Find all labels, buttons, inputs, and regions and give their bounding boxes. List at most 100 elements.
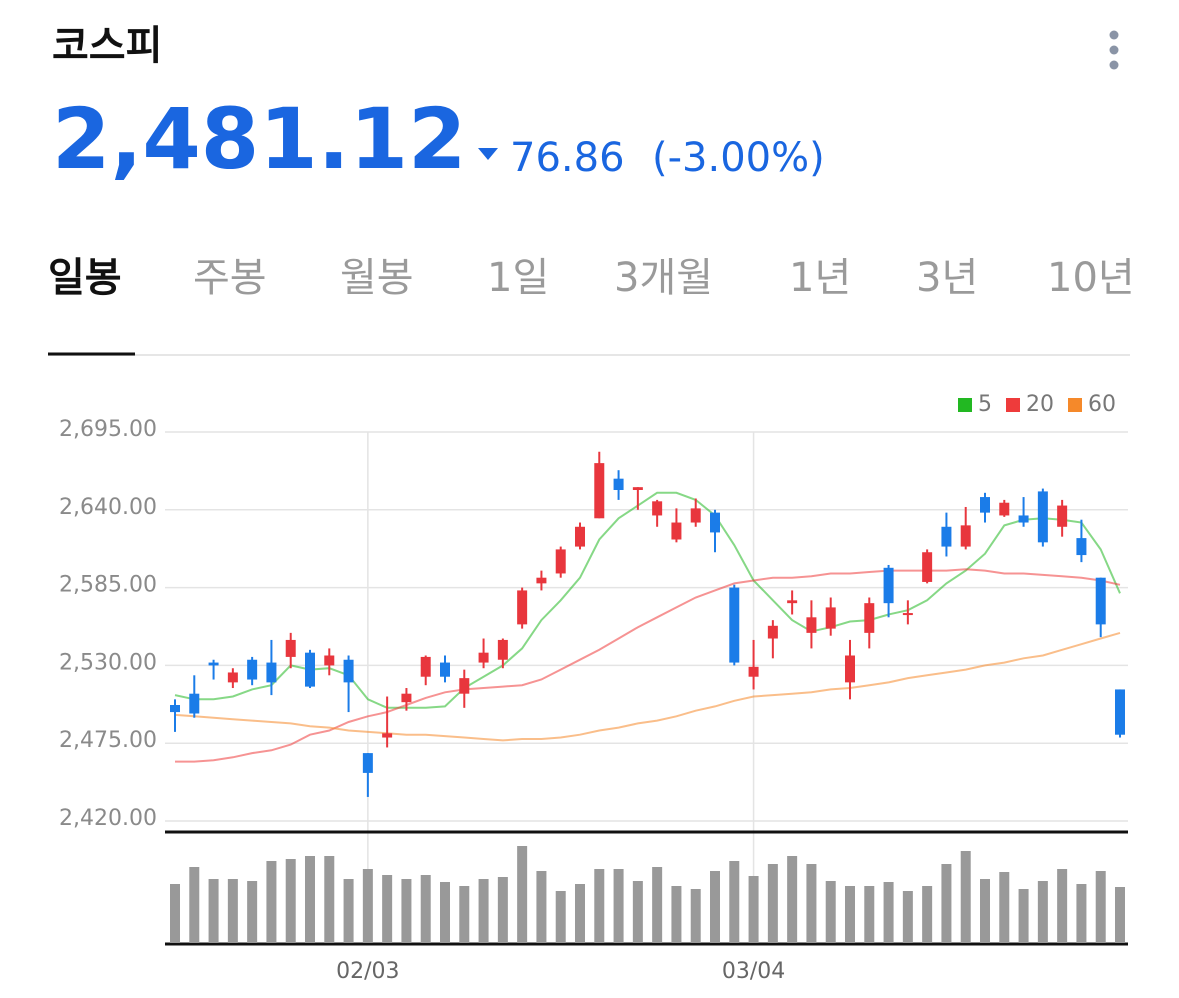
candle-body (922, 552, 933, 582)
volume-bar (767, 864, 778, 943)
candle-body (1057, 505, 1068, 527)
moving-average-line (174, 631, 1121, 742)
candle-body (362, 753, 373, 773)
volume-bar (787, 856, 798, 943)
volume-bar (999, 872, 1010, 943)
candle-body (305, 652, 315, 687)
candle-body (420, 656, 431, 677)
candle-body (767, 625, 778, 639)
candle-body (1037, 491, 1048, 543)
candle-body (555, 549, 566, 574)
candle-body (1095, 577, 1106, 625)
tab[interactable]: 3개월 (614, 255, 713, 301)
volume-bar (170, 884, 180, 943)
volume-bar (478, 879, 489, 943)
volume-bar (1057, 869, 1068, 943)
volume-bar (922, 886, 933, 943)
tab[interactable]: 주봉 (193, 255, 267, 301)
candle-body (324, 655, 335, 666)
candle-body (825, 607, 836, 629)
volume-bar (960, 851, 971, 943)
candle-body (208, 662, 219, 666)
candle-body (787, 600, 798, 604)
candle-body (902, 613, 913, 616)
menu-dot[interactable] (1109, 30, 1119, 40)
y-tick-label: 2,475.00 (59, 728, 157, 753)
volume-bar (845, 886, 855, 943)
candle-body (401, 693, 412, 703)
volume-bar (652, 867, 663, 943)
volume-bar (1037, 881, 1048, 943)
candle-body (285, 639, 296, 657)
volume-bar (1076, 884, 1087, 943)
y-tick-label: 2,640.00 (59, 495, 157, 520)
volume-bar (729, 861, 740, 943)
title: 코스피 (52, 23, 162, 69)
volume-bar (671, 886, 682, 943)
volume-bar (1115, 887, 1125, 943)
volume-bar (632, 881, 643, 943)
volume-bar (459, 886, 470, 943)
volume-bar (690, 889, 701, 943)
tab[interactable]: 1일 (487, 255, 549, 301)
volume-bar (748, 876, 759, 943)
legend-swatch (958, 398, 972, 412)
volume-bar (806, 864, 817, 943)
menu-dot[interactable] (1109, 60, 1119, 70)
tab[interactable]: 월봉 (340, 255, 414, 301)
legend-swatch (1068, 398, 1082, 412)
volume-bar (980, 879, 990, 943)
y-tick-label: 2,695.00 (59, 417, 157, 442)
volume-bar (382, 875, 393, 943)
candle-body (806, 617, 817, 633)
volume-bar (555, 891, 566, 943)
candle-body (883, 567, 894, 604)
candle-body (690, 508, 701, 523)
candle-body (478, 652, 489, 663)
volume-bar (594, 869, 605, 943)
tab[interactable]: 1년 (789, 255, 851, 301)
candle-body (440, 662, 450, 677)
candle-body (960, 525, 971, 547)
volume-bar (208, 879, 219, 943)
moving-average-line (174, 491, 1121, 709)
candle-body (1018, 515, 1029, 523)
candle-body (343, 659, 354, 683)
volume-bar (227, 879, 238, 943)
chart: 2,420.00 2,475.00 2,530.00 2,585.00 2,640.00… (59, 392, 1128, 984)
x-tick-label: 03/04 (722, 959, 785, 984)
change: 76.86 (510, 135, 625, 181)
candle-body (247, 659, 258, 680)
volume-bar (1095, 871, 1106, 943)
candle-body (170, 705, 180, 713)
candle-body (999, 502, 1010, 516)
volume-bar (324, 856, 335, 943)
volume-bar (710, 871, 720, 943)
tab[interactable]: 일봉 (48, 255, 122, 301)
volume-bar (247, 881, 258, 943)
candle-body (729, 587, 740, 663)
volume-bar (266, 861, 277, 943)
candle-body (1115, 689, 1125, 735)
tab[interactable]: 10년 (1047, 255, 1135, 301)
tabs: 일봉 주봉 월봉 1일 3개월 1년 3년 10년 (48, 255, 1135, 301)
menu-dot[interactable] (1109, 45, 1119, 55)
volume-bar (401, 879, 412, 943)
volume-bar (536, 871, 547, 943)
candle-body (748, 666, 759, 677)
tab[interactable]: 3년 (916, 255, 978, 301)
candle-body (497, 639, 508, 660)
y-tick-label: 2,585.00 (59, 573, 157, 598)
volume-bar (440, 882, 450, 943)
volume-bar (1018, 889, 1029, 943)
volume-bar (420, 875, 431, 943)
legend-label: 60 (1088, 392, 1116, 417)
candle-body (459, 678, 470, 694)
x-tick-label: 02/03 (336, 959, 399, 984)
volume-bar (864, 886, 875, 943)
volume-bar (285, 859, 296, 943)
legend-label: 5 (978, 392, 992, 417)
candle-body (227, 672, 238, 683)
volume-bar (362, 869, 373, 943)
